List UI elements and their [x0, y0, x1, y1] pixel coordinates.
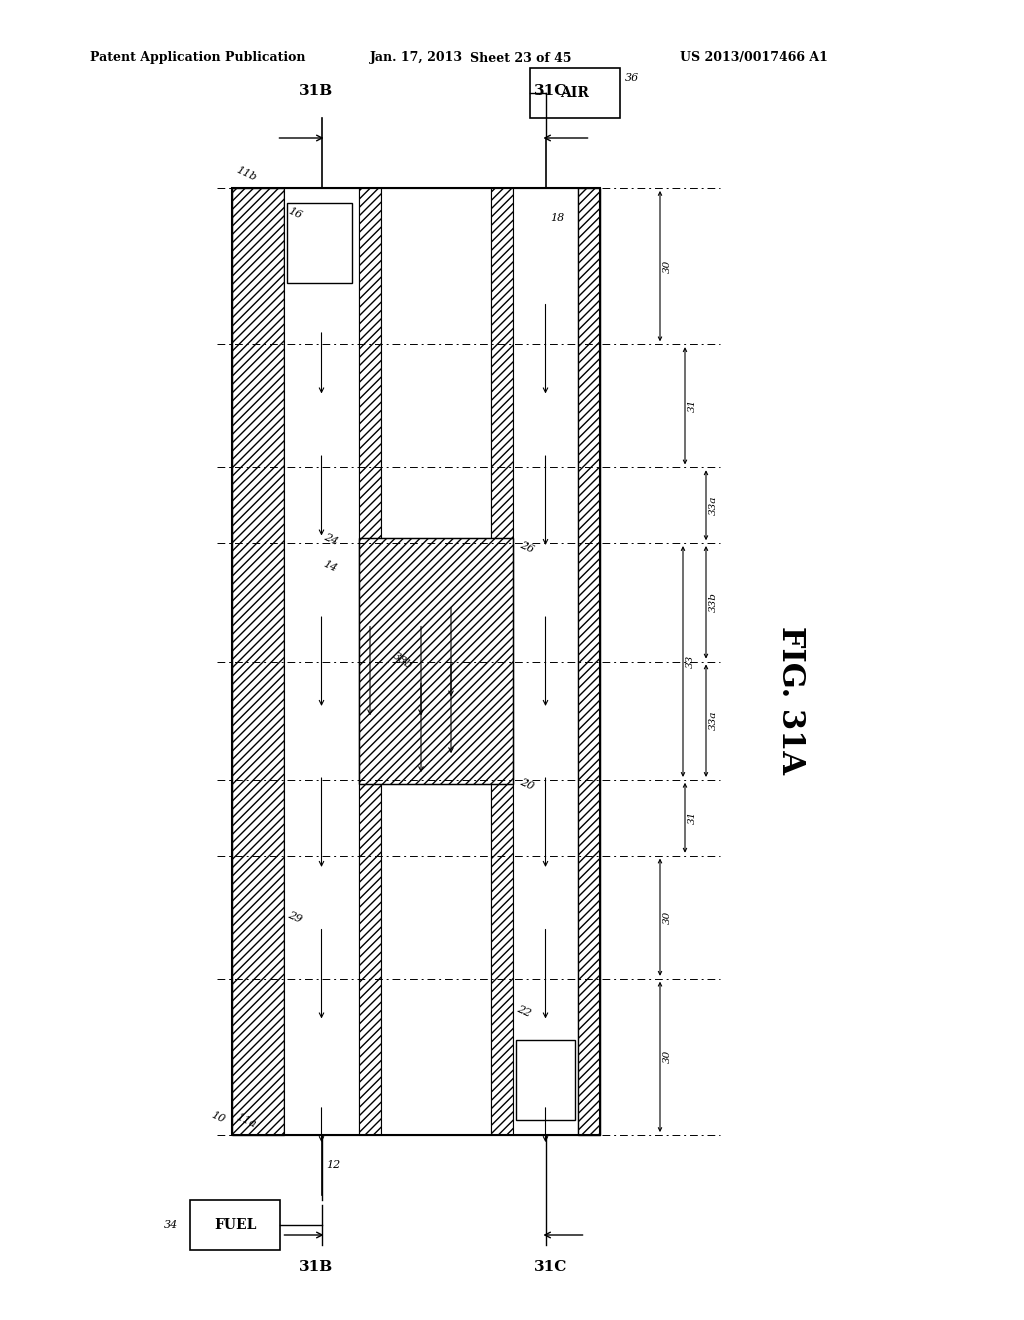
Text: 38b: 38b — [391, 651, 415, 672]
Text: 20: 20 — [518, 776, 536, 792]
Text: Jan. 17, 2013: Jan. 17, 2013 — [370, 51, 463, 65]
Text: 34: 34 — [164, 1220, 178, 1230]
Bar — [284, 187, 359, 1135]
Bar — [190, 1200, 280, 1250]
Text: 33b: 33b — [709, 593, 718, 612]
Text: 10: 10 — [210, 1110, 227, 1125]
Text: 29: 29 — [286, 909, 303, 924]
Bar — [359, 539, 513, 784]
Text: 31C: 31C — [534, 84, 567, 98]
Text: FIG. 31A: FIG. 31A — [774, 626, 806, 774]
Text: Sheet 23 of 45: Sheet 23 of 45 — [470, 51, 571, 65]
Text: Patent Application Publication: Patent Application Publication — [90, 51, 305, 65]
Bar — [513, 187, 578, 1135]
Bar — [530, 69, 620, 117]
Text: 24: 24 — [322, 532, 339, 546]
Text: 36: 36 — [625, 73, 639, 83]
Text: 12: 12 — [327, 1160, 341, 1170]
Bar — [359, 187, 381, 1135]
Text: 31C: 31C — [534, 1261, 567, 1274]
Text: 22: 22 — [515, 1003, 532, 1019]
Text: 33a: 33a — [709, 711, 718, 730]
Text: 31B: 31B — [299, 84, 334, 98]
Text: 11b: 11b — [234, 165, 258, 183]
Text: 33: 33 — [686, 655, 695, 668]
Text: 33a: 33a — [709, 495, 718, 515]
Text: 30: 30 — [663, 260, 672, 273]
Bar — [578, 187, 600, 1135]
Bar — [359, 539, 513, 784]
Bar — [516, 1040, 575, 1119]
Text: 30: 30 — [663, 911, 672, 924]
Text: 30: 30 — [663, 1051, 672, 1064]
Text: 11a: 11a — [234, 1113, 257, 1130]
Text: 31: 31 — [688, 810, 697, 825]
Text: 31B: 31B — [299, 1261, 334, 1274]
Text: 31: 31 — [688, 399, 697, 412]
Bar — [490, 187, 513, 1135]
Text: AIR: AIR — [560, 86, 590, 100]
Text: FUEL: FUEL — [214, 1218, 256, 1232]
Text: 18: 18 — [551, 213, 565, 223]
Text: 16: 16 — [286, 206, 303, 220]
Text: 26: 26 — [518, 540, 536, 554]
Text: US 2013/0017466 A1: US 2013/0017466 A1 — [680, 51, 827, 65]
Text: 14: 14 — [322, 558, 339, 574]
Bar — [287, 203, 352, 282]
Bar — [381, 187, 490, 1135]
Bar — [232, 187, 600, 1135]
Bar — [232, 187, 284, 1135]
